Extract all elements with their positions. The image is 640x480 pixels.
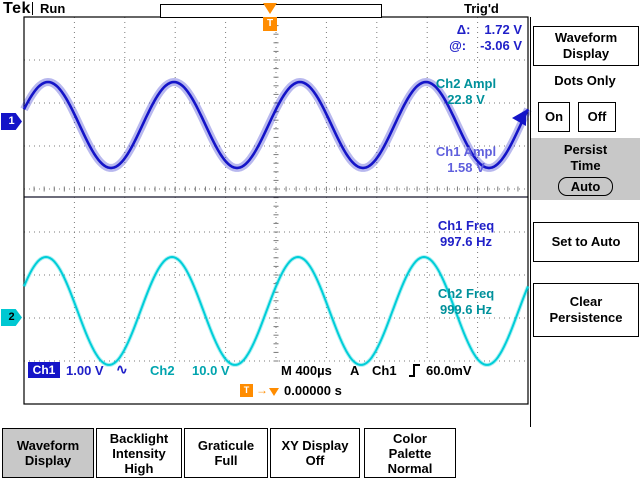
status-ch2-badge: Ch2: [150, 363, 175, 378]
menu-line: Backlight: [109, 430, 169, 446]
measurement-label: Ch2 Ampl: [435, 76, 497, 91]
measurement-label: Ch1 Ampl: [435, 144, 497, 159]
acquisition-status: Run: [40, 1, 66, 16]
menu-title-line: Waveform: [554, 30, 618, 45]
ch2-position-marker: 2: [1, 309, 22, 326]
trigger-position-caret-icon: [269, 388, 279, 396]
ch1-level-arrow-icon: [512, 110, 526, 126]
ch1-coupling-icon: ∿: [116, 361, 128, 377]
trigger-position-arrow-icon: [263, 3, 277, 14]
set-to-auto-button[interactable]: Set to Auto: [533, 222, 639, 262]
persist-time-menu-item[interactable]: Persist Time Auto: [531, 138, 640, 200]
status-acq-mode: A: [350, 363, 360, 378]
logo-divider: [32, 2, 33, 15]
clear-persistence-button[interactable]: Clear Persistence: [533, 283, 639, 337]
status-ch2-scale: 10.0 V: [192, 363, 230, 378]
menu-line: Intensity: [112, 445, 166, 461]
menu-line: Palette: [388, 445, 432, 461]
trigger-position-flag-icon: T: [240, 384, 253, 397]
status-trigger-source: Ch1: [372, 363, 397, 378]
measurement-label: Ch1 Freq: [437, 218, 495, 233]
cursor-at-value: -3.06 V: [480, 38, 522, 53]
measurement-ch2-ampl: Ch2 Ampl 22.8 V: [408, 76, 524, 108]
measurement-value: 999.6 Hz: [439, 302, 493, 317]
dots-only-off-button[interactable]: Off: [578, 102, 616, 132]
trigger-position-arrow-glyph: →: [256, 383, 268, 397]
trigger-flag-icon: T: [263, 17, 277, 31]
bottom-menu-graticule[interactable]: Graticule Full: [184, 428, 268, 478]
menu-line: Color: [393, 430, 427, 446]
measurement-label: Ch2 Freq: [437, 286, 495, 301]
measurement-ch2-freq: Ch2 Freq 999.6 Hz: [408, 286, 524, 318]
tek-logo: Tek: [3, 0, 31, 17]
bottom-menu-backlight-intensity[interactable]: Backlight Intensity High: [96, 428, 182, 478]
measurement-value: 22.8 V: [447, 92, 485, 107]
menu-title-waveform-display: Waveform Display: [533, 26, 639, 66]
measurement-ch1-ampl: Ch1 Ampl 1.58 V: [408, 144, 524, 176]
trigger-status: Trig'd: [464, 1, 499, 16]
measurement-ch1-freq: Ch1 Freq 997.6 Hz: [408, 218, 524, 250]
rising-edge-icon: [408, 362, 421, 383]
cursor-delta-label: Δ:: [456, 22, 471, 37]
menu-line: Off: [305, 453, 325, 468]
menu-line: Full: [214, 453, 238, 468]
cursor-at-label: @:: [449, 38, 467, 53]
menu-title-line: Display: [562, 46, 610, 61]
measurement-value: 997.6 Hz: [439, 234, 493, 249]
menu-separator: [530, 17, 531, 427]
menu-line: Normal: [387, 460, 433, 476]
menu-line: XY Display: [281, 438, 349, 453]
status-ch1-badge: Ch1: [28, 362, 60, 378]
bottom-menu-waveform-display[interactable]: Waveform Display: [2, 428, 94, 478]
menu-line: Display: [24, 453, 72, 468]
clear-label-line: Persistence: [549, 310, 623, 325]
cursor-delta-value: 1.72 V: [484, 22, 522, 37]
cursor-at-readout: @: -3.06 V: [398, 38, 522, 54]
persist-label-line: Persist: [563, 142, 608, 157]
status-trigger-level: 60.0mV: [426, 363, 472, 378]
dots-only-label: Dots Only: [554, 73, 616, 88]
dots-only-on-button[interactable]: On: [538, 102, 570, 132]
persist-time-value: Auto: [557, 177, 614, 196]
status-timebase: M 400µs: [281, 363, 332, 378]
ch1-position-marker: 1: [1, 113, 22, 130]
menu-line: High: [124, 460, 154, 476]
trigger-position-value: 0.00000 s: [284, 383, 342, 398]
clear-label-line: Clear: [569, 294, 603, 309]
menu-line: Graticule: [197, 438, 255, 453]
persist-label-line: Time: [570, 158, 601, 173]
measurement-value: 1.58 V: [447, 160, 485, 175]
status-ch1-scale: 1.00 V: [66, 363, 104, 378]
cursor-delta-readout: Δ: 1.72 V: [398, 22, 522, 38]
bottom-menu-color-palette[interactable]: Color Palette Normal: [364, 428, 456, 478]
menu-line: Waveform: [16, 438, 80, 453]
bottom-menu-xy-display[interactable]: XY Display Off: [270, 428, 360, 478]
